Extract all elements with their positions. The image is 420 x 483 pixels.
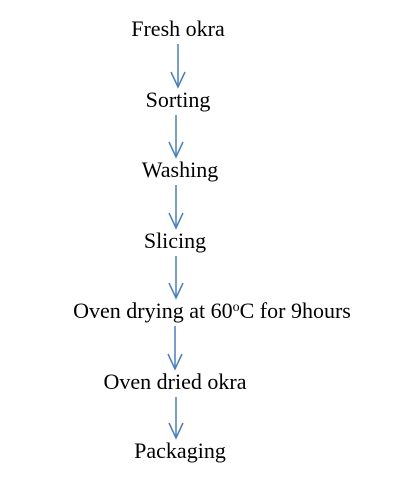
arrow-head (167, 353, 183, 371)
node-label: Fresh okra (131, 16, 225, 41)
arrow-head (168, 422, 184, 440)
node-label: Washing (142, 157, 218, 182)
arrow-head (170, 71, 186, 89)
label-part: Oven drying at 60 (73, 298, 232, 323)
node-label: Slicing (144, 228, 206, 253)
arrow-head (168, 141, 184, 159)
node-label: Packaging (134, 438, 226, 463)
arrow-head (168, 212, 184, 230)
arrow-head (168, 282, 184, 300)
node-label: Sorting (146, 87, 211, 112)
label-part: C for 9hours (240, 298, 351, 323)
node-label: Oven drying at 60oC for 9hours (73, 298, 351, 323)
superscript: o (233, 300, 240, 315)
node-label: Oven dried okra (104, 369, 247, 394)
